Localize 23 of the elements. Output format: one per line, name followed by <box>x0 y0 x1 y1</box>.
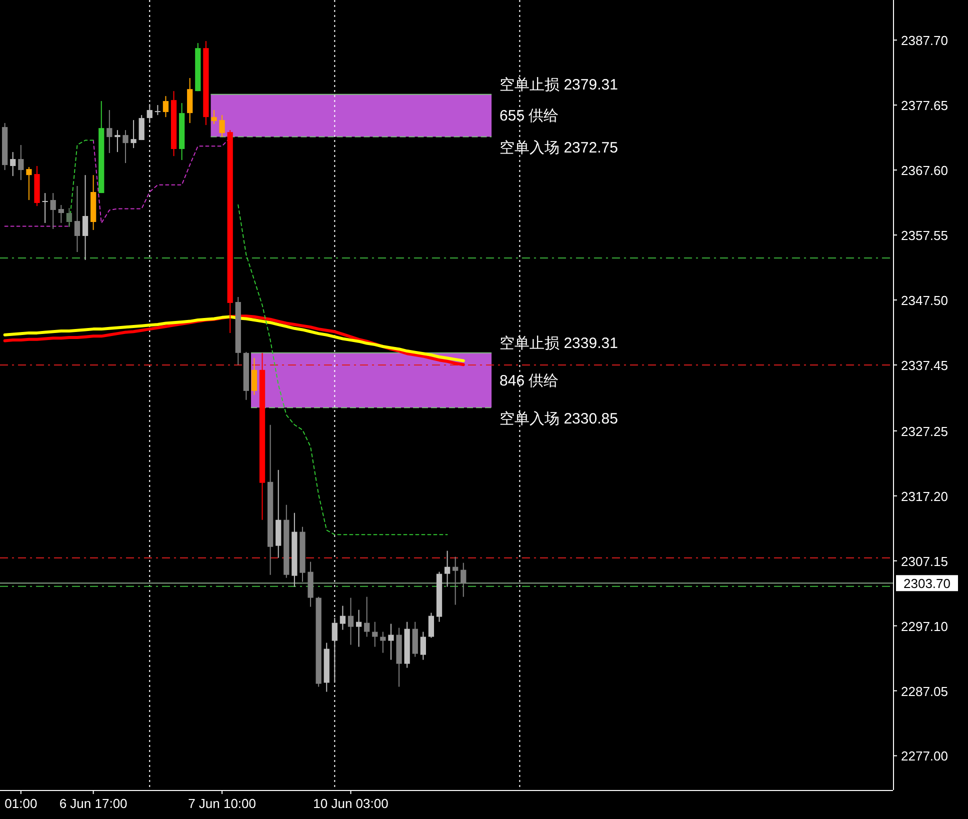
y-tick-label: 2367.60 <box>901 163 948 178</box>
y-tick-label: 2287.05 <box>901 684 948 699</box>
y-tick-label: 2347.50 <box>901 292 948 308</box>
x-tick-label: 6 Jun 17:00 <box>59 796 128 811</box>
text: 空单止损 2339.31 <box>500 334 618 352</box>
y-tick-label: 2317.20 <box>901 488 948 504</box>
text: 空单入场 2330.85 <box>500 410 618 428</box>
x-tick-label: 10 Jun 03:00 <box>313 796 388 811</box>
band-label: 655 供给 <box>500 108 559 125</box>
text: 空单止损 2379.31 <box>500 76 618 94</box>
ref-line-label: 2303.70 <box>904 576 950 592</box>
y-tick-label: 2387.70 <box>901 33 948 48</box>
y-tick-label: 2377.65 <box>901 98 948 114</box>
y-tick-label: 2357.55 <box>901 228 948 243</box>
x-tick-label: 7 Jun 10:00 <box>188 796 256 811</box>
y-tick-label: 2277.00 <box>901 748 948 764</box>
y-tick-label: 2327.25 <box>901 424 948 439</box>
x-tick-label: 01:00 <box>4 796 38 811</box>
y-tick-label: 2337.45 <box>901 358 948 373</box>
y-tick-label: 2307.15 <box>901 554 948 569</box>
text: 空单入场 2372.75 <box>500 140 618 157</box>
band-label: 846 供给 <box>500 372 559 390</box>
y-tick-label: 2297.10 <box>901 618 948 634</box>
